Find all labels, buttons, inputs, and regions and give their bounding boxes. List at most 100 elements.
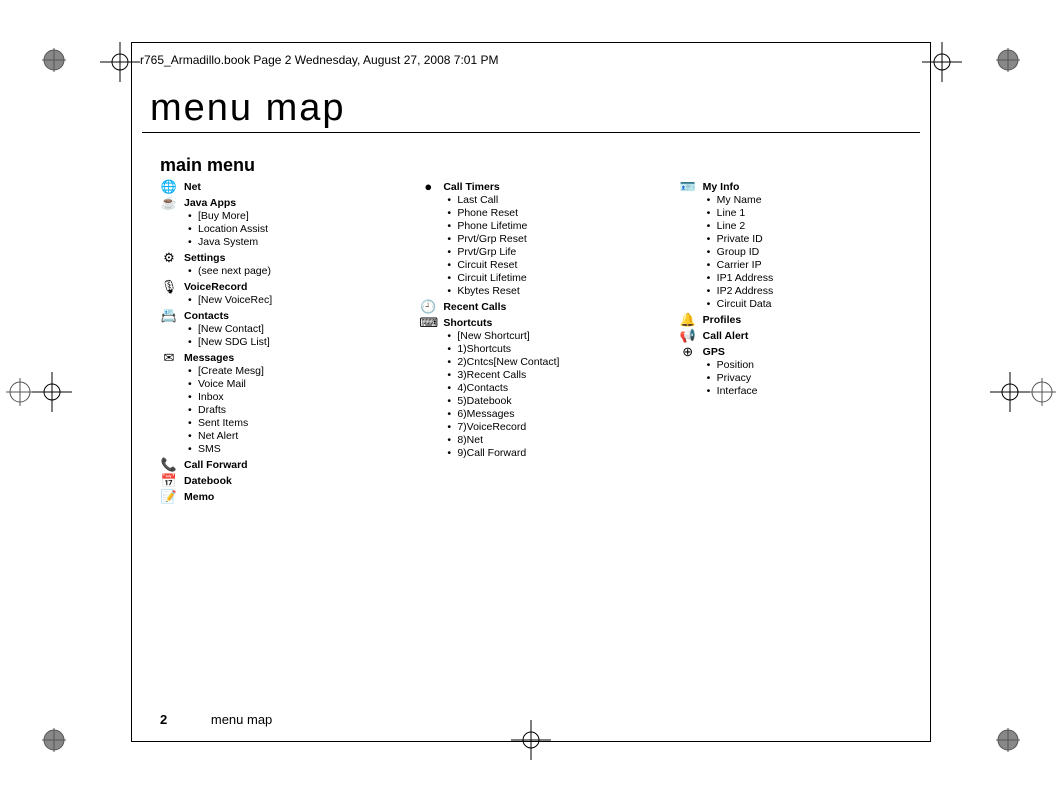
- menu-item: [New VoiceRec]: [198, 294, 399, 307]
- menu-section: 📇 Contacts[New Contact][New SDG List]: [160, 309, 399, 349]
- menu-item: Voice Mail: [198, 378, 399, 391]
- menu-item: Location Assist: [198, 223, 399, 236]
- section-title: Net: [184, 180, 399, 194]
- section-icon: 📇: [160, 309, 178, 349]
- section-icon: 🕘: [419, 300, 437, 314]
- section-items: (see next page): [184, 265, 399, 278]
- section-body: Settings(see next page): [184, 251, 399, 278]
- section-items: [Create Mesg]Voice MailInboxDraftsSent I…: [184, 365, 399, 456]
- menu-section: ✉Messages[Create Mesg]Voice MailInboxDra…: [160, 351, 399, 456]
- section-title: GPS: [703, 345, 918, 359]
- reg-mark-icon: [40, 726, 68, 754]
- section-title: Settings: [184, 251, 399, 265]
- menu-item: 2)Cntcs[New Contact]: [457, 356, 658, 369]
- section-title: Contacts: [184, 309, 399, 323]
- main-menu-heading: main menu: [132, 133, 930, 180]
- menu-item: Circuit Reset: [457, 259, 658, 272]
- menu-item: [Buy More]: [198, 210, 399, 223]
- section-items: [New VoiceRec]: [184, 294, 399, 307]
- menu-item: Line 2: [717, 220, 918, 233]
- menu-item: Inbox: [198, 391, 399, 404]
- section-icon: 📢: [679, 329, 697, 343]
- menu-item: 8)Net: [457, 434, 658, 447]
- reg-mark-icon: [994, 46, 1022, 74]
- menu-item: Java System: [198, 236, 399, 249]
- menu-item: IP2 Address: [717, 285, 918, 298]
- section-body: Java Apps[Buy More]Location AssistJava S…: [184, 196, 399, 249]
- section-icon: ⊕: [679, 345, 697, 398]
- section-icon: 📞: [160, 458, 178, 472]
- menu-item: Net Alert: [198, 430, 399, 443]
- menu-section: 🪪My InfoMy NameLine 1Line 2Private IDGro…: [679, 180, 918, 311]
- section-body: Recent Calls: [443, 300, 658, 314]
- section-body: Profiles: [703, 313, 918, 327]
- reg-mark-icon: [6, 378, 34, 406]
- section-title: VoiceRecord: [184, 280, 399, 294]
- menu-item: IP1 Address: [717, 272, 918, 285]
- menu-item: 4)Contacts: [457, 382, 658, 395]
- menu-item: Kbytes Reset: [457, 285, 658, 298]
- menu-column: 🌐Net☕Java Apps[Buy More]Location AssistJ…: [160, 180, 399, 506]
- section-body: My InfoMy NameLine 1Line 2Private IDGrou…: [703, 180, 918, 311]
- section-body: GPSPositionPrivacyInterface: [703, 345, 918, 398]
- menu-item: Privacy: [717, 372, 918, 385]
- page-footer: 2 menu map: [160, 712, 272, 727]
- menu-item: Group ID: [717, 246, 918, 259]
- menu-item: [New SDG List]: [198, 336, 399, 349]
- menu-item: Sent Items: [198, 417, 399, 430]
- menu-section: ●Call TimersLast CallPhone ResetPhone Li…: [419, 180, 658, 298]
- section-icon: 📝: [160, 490, 178, 504]
- menu-section: 📞 Call Forward: [160, 458, 399, 472]
- page-header: r765_Armadillo.book Page 2 Wednesday, Au…: [132, 43, 930, 75]
- page-container: r765_Armadillo.book Page 2 Wednesday, Au…: [131, 42, 931, 742]
- section-title: Java Apps: [184, 196, 399, 210]
- section-items: Last CallPhone ResetPhone LifetimePrvt/G…: [443, 194, 658, 298]
- section-icon: ☕: [160, 196, 178, 249]
- section-items: [New Shortcurt]1)Shortcuts2)Cntcs[New Co…: [443, 330, 658, 460]
- menu-item: SMS: [198, 443, 399, 456]
- menu-section: 📢 Call Alert: [679, 329, 918, 343]
- menu-item: Line 1: [717, 207, 918, 220]
- menu-item: 3)Recent Calls: [457, 369, 658, 382]
- menu-columns: 🌐Net☕Java Apps[Buy More]Location AssistJ…: [132, 180, 930, 506]
- menu-item: Phone Lifetime: [457, 220, 658, 233]
- section-title: Recent Calls: [443, 300, 658, 314]
- menu-item: Position: [717, 359, 918, 372]
- reg-mark-icon: [1028, 378, 1056, 406]
- section-icon: 🎙: [160, 280, 178, 307]
- menu-section: 🎙 VoiceRecord[New VoiceRec]: [160, 280, 399, 307]
- section-body: Call TimersLast CallPhone ResetPhone Lif…: [443, 180, 658, 298]
- section-body: Memo: [184, 490, 399, 504]
- menu-item: [New Contact]: [198, 323, 399, 336]
- section-title: Call Forward: [184, 458, 399, 472]
- menu-section: ☕Java Apps[Buy More]Location AssistJava …: [160, 196, 399, 249]
- section-items: My NameLine 1Line 2Private IDGroup IDCar…: [703, 194, 918, 311]
- menu-item: Carrier IP: [717, 259, 918, 272]
- menu-section: 🕘 Recent Calls: [419, 300, 658, 314]
- menu-item: [Create Mesg]: [198, 365, 399, 378]
- menu-item: Circuit Data: [717, 298, 918, 311]
- menu-item: (see next page): [198, 265, 399, 278]
- menu-item: Circuit Lifetime: [457, 272, 658, 285]
- menu-section: 📅Datebook: [160, 474, 399, 488]
- section-icon: ⚙: [160, 251, 178, 278]
- section-body: Messages[Create Mesg]Voice MailInboxDraf…: [184, 351, 399, 456]
- footer-text: menu map: [211, 712, 272, 727]
- cross-mark-icon: [990, 372, 1030, 412]
- menu-item: Prvt/Grp Reset: [457, 233, 658, 246]
- menu-item: [New Shortcurt]: [457, 330, 658, 343]
- section-title: Shortcuts: [443, 316, 658, 330]
- menu-section: 🔔Profiles: [679, 313, 918, 327]
- section-icon: ✉: [160, 351, 178, 456]
- menu-section: ⌨Shortcuts[New Shortcurt]1)Shortcuts2)Cn…: [419, 316, 658, 460]
- section-icon: 🪪: [679, 180, 697, 311]
- menu-section: 🌐Net: [160, 180, 399, 194]
- section-body: Call Forward: [184, 458, 399, 472]
- menu-item: Interface: [717, 385, 918, 398]
- section-title: My Info: [703, 180, 918, 194]
- menu-column: 🪪My InfoMy NameLine 1Line 2Private IDGro…: [679, 180, 918, 506]
- menu-item: Drafts: [198, 404, 399, 417]
- section-title: Call Alert: [703, 329, 918, 343]
- menu-item: 7)VoiceRecord: [457, 421, 658, 434]
- section-title: Datebook: [184, 474, 399, 488]
